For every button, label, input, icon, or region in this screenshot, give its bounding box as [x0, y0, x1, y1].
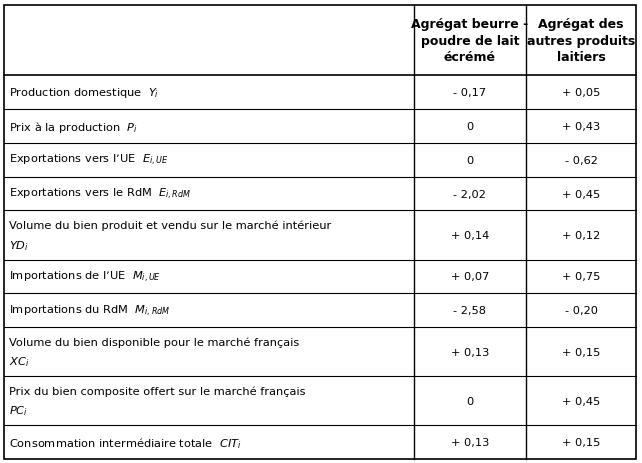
Text: - 0,20: - 0,20 [564, 306, 598, 315]
Text: Volume du bien produit et vendu sur le marché intérieur: Volume du bien produit et vendu sur le m… [9, 220, 331, 231]
Text: $PC_i$: $PC_i$ [9, 404, 28, 418]
Text: Volume du bien disponible pour le marché français: Volume du bien disponible pour le marché… [9, 337, 299, 347]
Text: + 0,07: + 0,07 [451, 272, 489, 282]
Text: + 0,15: + 0,15 [562, 347, 600, 357]
Text: + 0,14: + 0,14 [451, 231, 489, 240]
Text: - 0,62: - 0,62 [564, 156, 598, 165]
Text: Consommation intermédiaire totale  $CIT_i$: Consommation intermédiaire totale $CIT_i… [9, 435, 241, 450]
Text: + 0,13: + 0,13 [451, 437, 489, 447]
Text: - 0,17: - 0,17 [453, 88, 487, 98]
Text: + 0,75: + 0,75 [562, 272, 600, 282]
Text: Prix à la production  $P_i$: Prix à la production $P_i$ [9, 119, 138, 134]
Text: + 0,45: + 0,45 [562, 189, 600, 199]
Text: Agrégat des
autres produits
laitiers: Agrégat des autres produits laitiers [527, 18, 635, 64]
Text: + 0,12: + 0,12 [562, 231, 600, 240]
Text: Importations du RdM  $M_{i,RdM}$: Importations du RdM $M_{i,RdM}$ [9, 303, 170, 318]
Text: Exportations vers le RdM  $E_{i,RdM}$: Exportations vers le RdM $E_{i,RdM}$ [9, 187, 191, 202]
Text: 0: 0 [466, 396, 473, 406]
Text: Prix du bien composite offert sur le marché français: Prix du bien composite offert sur le mar… [9, 386, 306, 396]
Text: $XC_i$: $XC_i$ [9, 355, 30, 369]
Text: - 2,02: - 2,02 [453, 189, 486, 199]
Text: 0: 0 [466, 156, 473, 165]
Text: Production domestique  $Y_i$: Production domestique $Y_i$ [9, 86, 159, 100]
Text: - 2,58: - 2,58 [453, 306, 486, 315]
Text: + 0,45: + 0,45 [562, 396, 600, 406]
Text: + 0,15: + 0,15 [562, 437, 600, 447]
Text: Agrégat beurre -
poudre de lait
écrémé: Agrégat beurre - poudre de lait écrémé [411, 18, 528, 64]
Text: $YD_i$: $YD_i$ [9, 238, 29, 252]
Text: 0: 0 [466, 122, 473, 132]
Text: + 0,43: + 0,43 [562, 122, 600, 132]
Text: + 0,05: + 0,05 [562, 88, 600, 98]
Text: + 0,13: + 0,13 [451, 347, 489, 357]
Text: Exportations vers l’UE  $E_{i,UE}$: Exportations vers l’UE $E_{i,UE}$ [9, 153, 168, 168]
Text: Importations de l’UE  $M_{i,UE}$: Importations de l’UE $M_{i,UE}$ [9, 269, 161, 284]
